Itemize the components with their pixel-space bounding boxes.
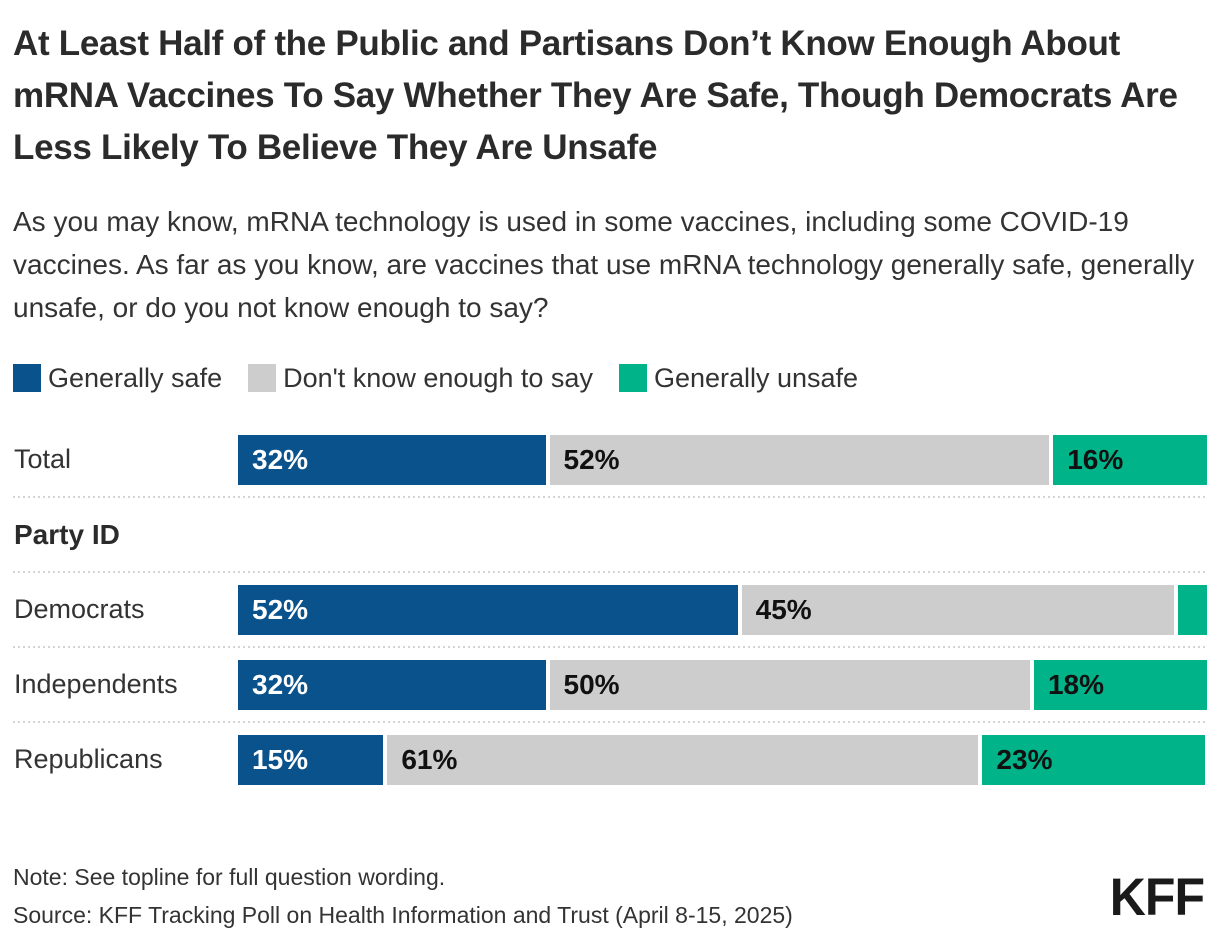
legend-swatch-icon (618, 364, 647, 392)
stacked-bar: 52% 45% (238, 584, 1207, 635)
bar-segment-generally-safe: 52% (238, 584, 738, 635)
bar-segment-generally-unsafe: 23% (982, 734, 1206, 785)
row-separator (13, 496, 1207, 498)
page-title: At Least Half of the Public and Partisan… (13, 24, 1178, 167)
bar-segment-don-t-know-enough-to-say: 52% (549, 434, 1050, 485)
section-header-party-id: Party ID (14, 518, 120, 550)
legend: Generally safe Don't know enough to say Ge… (13, 363, 1207, 393)
legend-item-2: Generally unsafe (618, 362, 859, 394)
bar-segment-generally-unsafe: 16% (1053, 434, 1207, 485)
chart-subtitle: As you may know, mRNA technology is used… (13, 206, 1195, 323)
row-label: Republicans (14, 744, 163, 774)
bar-segment-don-t-know-enough-to-say: 61% (387, 734, 979, 785)
bar-segment-generally-unsafe: 18% (1033, 659, 1208, 710)
kff-logo: KFF (1109, 867, 1205, 927)
stacked-bar: 32% 50% 18% (238, 659, 1208, 710)
row-separator (13, 646, 1207, 648)
bar-segment-generally-unsafe (1178, 584, 1207, 635)
row-label: Total (14, 444, 72, 474)
legend-item-1: Don't know enough to say (248, 363, 593, 394)
source-text: Source: KFF Tracking Poll on Health Info… (13, 902, 793, 928)
legend-swatch-icon (248, 364, 277, 392)
chart-row-democrats: Democrats 52% 45% (13, 573, 1207, 646)
legend-label: Generally safe (48, 362, 223, 393)
chart-row-republicans: Republicans 15% 61% 23% (13, 723, 1207, 796)
bar-segment-generally-safe: 15% (238, 734, 384, 785)
row-separator (13, 721, 1207, 723)
stacked-bar: 15% 61% 23% (238, 734, 1207, 785)
note-text: Note: See topline for full question word… (13, 864, 446, 890)
row-label: Democrats (14, 594, 145, 624)
bar-segment-generally-safe: 32% (238, 659, 546, 710)
chart-row-total: Total 32% 52% 16% (13, 423, 1207, 496)
footer: Note: See topline for full question word… (13, 858, 1207, 934)
legend-item-0: Generally safe (13, 363, 222, 394)
legend-label: Don't know enough to say (283, 362, 593, 393)
stacked-bar: 32% 52% 16% (238, 434, 1207, 485)
chart-row-independents: Independents 32% 50% 18% (13, 648, 1208, 721)
bar-segment-don-t-know-enough-to-say: 45% (741, 584, 1175, 635)
bar-segment-don-t-know-enough-to-say: 50% (549, 659, 1030, 710)
legend-label: Generally unsafe (653, 362, 859, 393)
stacked-bar-chart: Total 32% 52% 16% Party ID Democrats 52% 45% Ind… (13, 423, 1208, 796)
row-separator (13, 571, 1207, 573)
bar-segment-generally-safe: 32% (238, 434, 546, 485)
legend-swatch-icon (13, 364, 41, 392)
row-label: Independents (14, 669, 178, 699)
